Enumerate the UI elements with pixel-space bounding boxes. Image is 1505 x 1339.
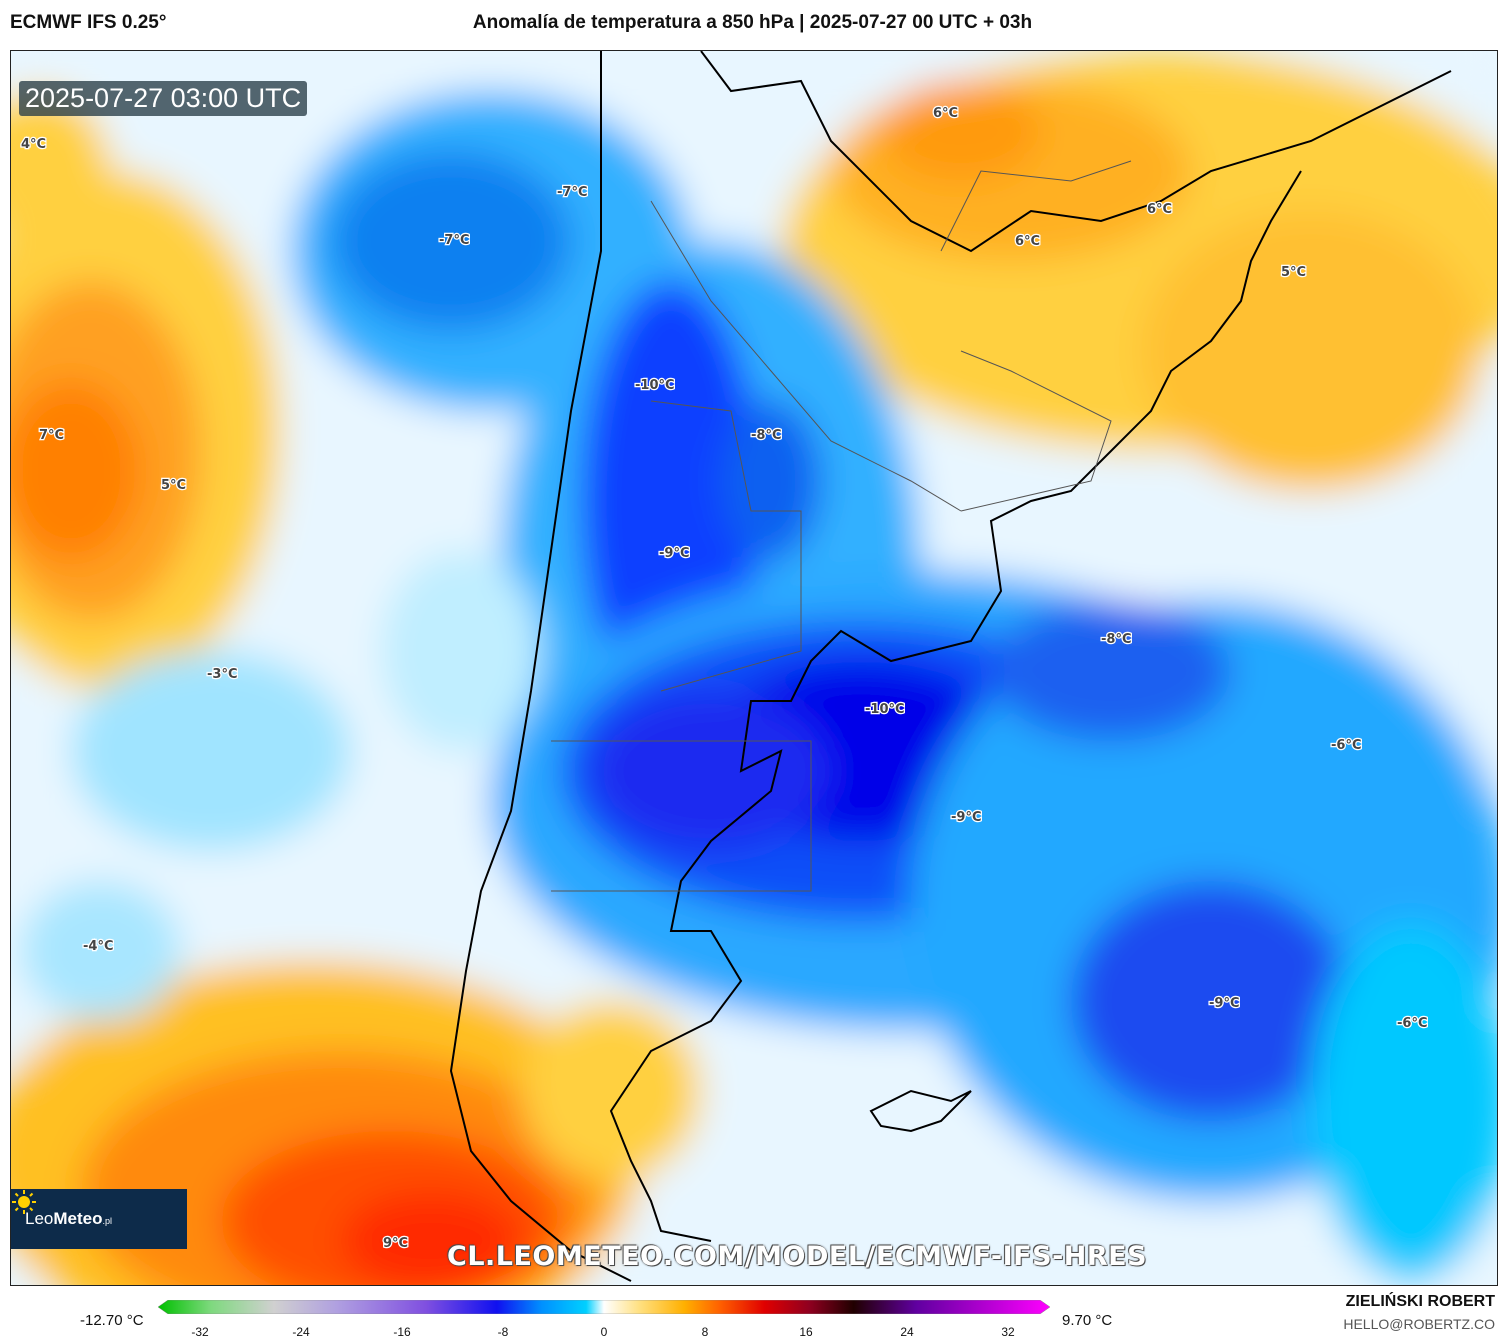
map-label: -10°C	[865, 702, 905, 717]
logo-text: LeoMeteo.pl	[25, 1209, 113, 1228]
leometeo-logo[interactable]: LeoMeteo.pl	[11, 1189, 187, 1249]
map-label: -4°C	[83, 939, 113, 954]
coastline	[449, 51, 1452, 1282]
borders	[551, 160, 1132, 892]
legend-tick: 24	[900, 1325, 914, 1339]
map-label: -8°C	[1101, 632, 1131, 647]
map-label: -3°C	[207, 667, 237, 682]
source-url-watermark: CL.LEOMETEO.COM/MODEL/ECMWF-IFS-HRES	[447, 1241, 1148, 1272]
valid-time-badge: 2025-07-27 03:00 UTC	[19, 81, 308, 116]
temperature-anomaly-map[interactable]: 4°C 7°C 5°C -7°C -7°C -10°C -8°C -9°C -3…	[10, 50, 1498, 1286]
map-label: 5°C	[1281, 265, 1306, 280]
map-label: -9°C	[1209, 996, 1239, 1011]
author-name: ZIELIŃSKI ROBERT	[1345, 1293, 1495, 1310]
legend-tick: -16	[393, 1325, 411, 1339]
map-label: 6°C	[1147, 202, 1172, 217]
map-label: -9°C	[951, 810, 981, 825]
color-scale-bar	[158, 1300, 1050, 1314]
map-label: -7°C	[557, 185, 587, 200]
map-label: -8°C	[751, 428, 781, 443]
map-label: 9°C	[383, 1236, 408, 1251]
map-title: Anomalía de temperatura a 850 hPa | 2025…	[472, 12, 1033, 33]
legend-tick: 0	[600, 1325, 608, 1339]
legend-tick: 16	[799, 1325, 813, 1339]
model-name: ECMWF IFS 0.25°	[10, 12, 167, 33]
map-label: 6°C	[1015, 234, 1040, 249]
legend-min-label: -12.70 °C	[80, 1312, 144, 1329]
map-label: -9°C	[659, 546, 689, 561]
map-label: 5°C	[161, 478, 186, 493]
anomaly-labels: 4°C 7°C 5°C -7°C -7°C -10°C -8°C -9°C -3…	[20, 105, 1429, 1253]
legend-tick: -24	[292, 1325, 310, 1339]
map-label: 7°C	[39, 428, 64, 443]
legend-tick: -32	[191, 1325, 209, 1339]
anomaly-field	[11, 51, 1497, 1285]
map-label: -6°C	[1331, 738, 1361, 753]
author-email[interactable]: HELLO@ROBERTZ.CO	[1343, 1316, 1495, 1332]
map-label: -7°C	[439, 233, 469, 248]
legend-max-label: 9.70 °C	[1062, 1312, 1113, 1329]
legend-tick: -8	[497, 1325, 509, 1339]
map-label: 4°C	[21, 137, 46, 152]
map-label: -10°C	[635, 378, 675, 393]
map-label: 6°C	[933, 106, 958, 121]
map-label: -6°C	[1397, 1016, 1427, 1031]
legend-tick: 32	[1001, 1325, 1015, 1339]
map-canvas: 4°C 7°C 5°C -7°C -7°C -10°C -8°C -9°C -3…	[11, 51, 1497, 1285]
legend-tick: 8	[701, 1325, 709, 1339]
sun-icon	[12, 1190, 36, 1214]
